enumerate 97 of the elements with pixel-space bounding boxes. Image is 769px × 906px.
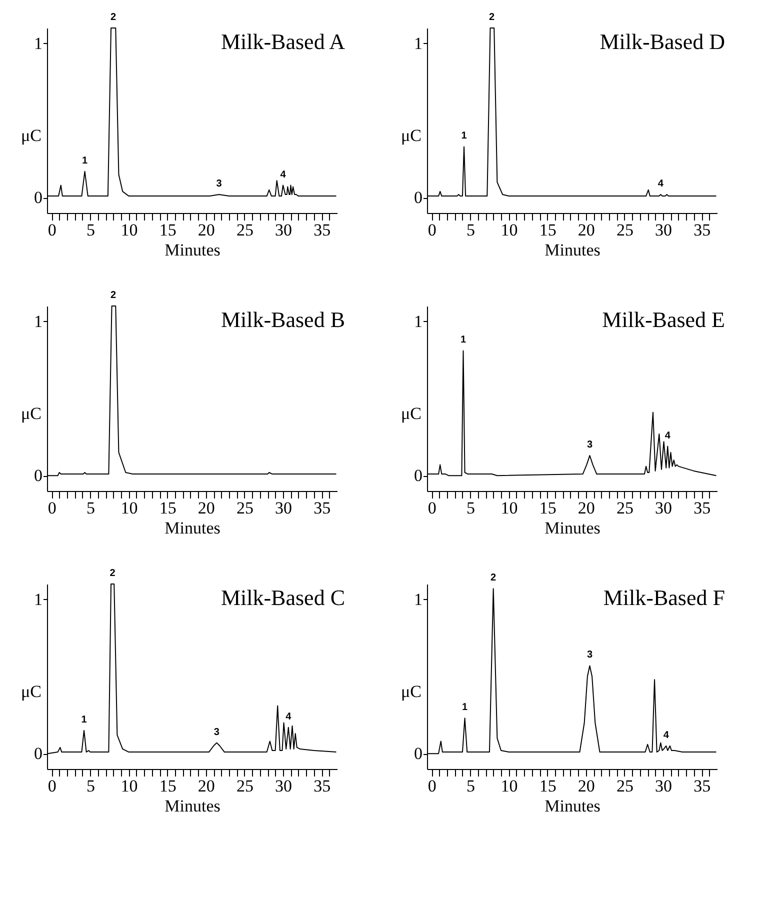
x-tick-label: 30 — [655, 498, 672, 518]
x-tick-label: 10 — [500, 776, 518, 796]
x-tick-label: 15 — [159, 776, 176, 796]
x-tick-label: 10 — [120, 220, 138, 240]
y-axis-title: μC — [21, 126, 42, 145]
x-tick-label: 5 — [86, 498, 95, 518]
annotation: 2 — [110, 12, 117, 23]
x-tick-label: 5 — [86, 776, 95, 796]
x-axis-title: Minutes — [544, 518, 600, 538]
chart-title: Milk-Based D — [600, 29, 725, 54]
x-tick-label: 15 — [539, 776, 556, 796]
x-tick-label: 10 — [500, 498, 518, 518]
y-tick-label: 1 — [34, 312, 42, 331]
x-tick-label: 35 — [694, 498, 711, 518]
x-tick-label: 0 — [428, 220, 436, 240]
x-tick-label: 5 — [466, 498, 475, 518]
x-tick-label: 35 — [314, 776, 331, 796]
x-axis-title: Minutes — [164, 518, 220, 538]
x-tick-label: 10 — [120, 776, 138, 796]
x-tick-label: 0 — [428, 498, 436, 518]
x-tick-label: 15 — [159, 498, 176, 518]
annotation: 2 — [490, 572, 497, 584]
x-tick-label: 20 — [578, 220, 595, 240]
x-tick-label: 25 — [616, 498, 634, 518]
annotation: 4 — [664, 430, 671, 442]
x-tick-label: 0 — [48, 220, 56, 240]
y-tick-label: 1 — [414, 590, 422, 609]
x-tick-label: 15 — [159, 220, 176, 240]
x-tick-label: 10 — [120, 498, 138, 518]
x-axis-title: Minutes — [544, 240, 600, 260]
x-tick-label: 35 — [694, 776, 711, 796]
annotation: 2 — [489, 12, 496, 23]
y-tick-label: 0 — [414, 188, 422, 208]
annotation: 3 — [216, 178, 222, 190]
annotation: 1 — [462, 702, 468, 714]
x-tick-label: 35 — [694, 220, 711, 240]
y-tick-label: 0 — [414, 744, 422, 764]
x-tick-label: 30 — [275, 776, 292, 796]
x-tick-label: 20 — [198, 498, 215, 518]
x-axis-title: Minutes — [544, 796, 600, 816]
x-tick-label: 5 — [466, 776, 475, 796]
y-axis-title: μC — [21, 682, 42, 701]
annotation: 4 — [658, 178, 664, 190]
annotation: 3 — [586, 650, 593, 661]
chart-title: Milk-Based F — [603, 585, 725, 610]
annotation: 4 — [286, 711, 292, 722]
x-tick-label: 25 — [236, 776, 254, 796]
x-tick-label: 20 — [198, 776, 215, 796]
x-axis-title: Minutes — [164, 796, 220, 816]
x-tick-label: 15 — [539, 498, 556, 518]
annotation: 1 — [461, 130, 468, 142]
y-axis-title: μC — [21, 404, 42, 423]
x-tick-label: 5 — [466, 220, 475, 240]
x-tick-label: 35 — [314, 220, 331, 240]
x-tick-label: 0 — [48, 776, 56, 796]
x-tick-label: 15 — [539, 220, 556, 240]
annotation: 4 — [280, 169, 286, 180]
x-tick-label: 0 — [48, 498, 56, 518]
y-tick-label: 1 — [414, 34, 422, 53]
x-axis-title: Minutes — [164, 240, 220, 260]
y-tick-label: 0 — [34, 466, 42, 486]
annotation: 4 — [663, 730, 670, 741]
y-tick-label: 1 — [34, 590, 42, 609]
x-tick-label: 20 — [578, 498, 595, 518]
x-tick-label: 10 — [500, 220, 518, 240]
y-axis-title: μC — [401, 126, 422, 145]
chart-title: Milk-Based A — [220, 29, 346, 54]
x-tick-label: 0 — [428, 776, 436, 796]
annotation: 1 — [460, 334, 466, 346]
y-tick-label: 0 — [34, 744, 42, 764]
x-tick-label: 20 — [198, 220, 215, 240]
y-tick-label: 0 — [414, 466, 422, 486]
x-tick-label: 20 — [578, 776, 595, 796]
x-tick-label: 30 — [655, 220, 672, 240]
x-tick-label: 25 — [616, 776, 634, 796]
x-tick-label: 30 — [655, 776, 672, 796]
x-tick-label: 25 — [616, 220, 634, 240]
x-tick-label: 25 — [236, 498, 254, 518]
y-tick-label: 0 — [34, 188, 42, 208]
x-tick-label: 30 — [275, 498, 292, 518]
annotation: 1 — [82, 155, 88, 166]
annotation: 2 — [110, 290, 117, 301]
chart-title: Milk-Based B — [220, 307, 345, 332]
annotation: 1 — [81, 714, 88, 726]
y-axis-title: μC — [401, 404, 422, 423]
x-tick-label: 30 — [275, 220, 292, 240]
annotation: 2 — [110, 568, 116, 579]
y-tick-label: 1 — [414, 312, 422, 331]
chart-title: Milk-Based E — [602, 307, 725, 332]
x-tick-label: 35 — [314, 498, 331, 518]
annotation: 3 — [586, 440, 593, 451]
y-axis-title: μC — [401, 682, 422, 701]
annotation: 3 — [214, 726, 220, 738]
chart-title: Milk-Based C — [220, 585, 345, 610]
x-tick-label: 25 — [236, 220, 254, 240]
x-tick-label: 5 — [86, 220, 95, 240]
y-tick-label: 1 — [34, 34, 42, 53]
